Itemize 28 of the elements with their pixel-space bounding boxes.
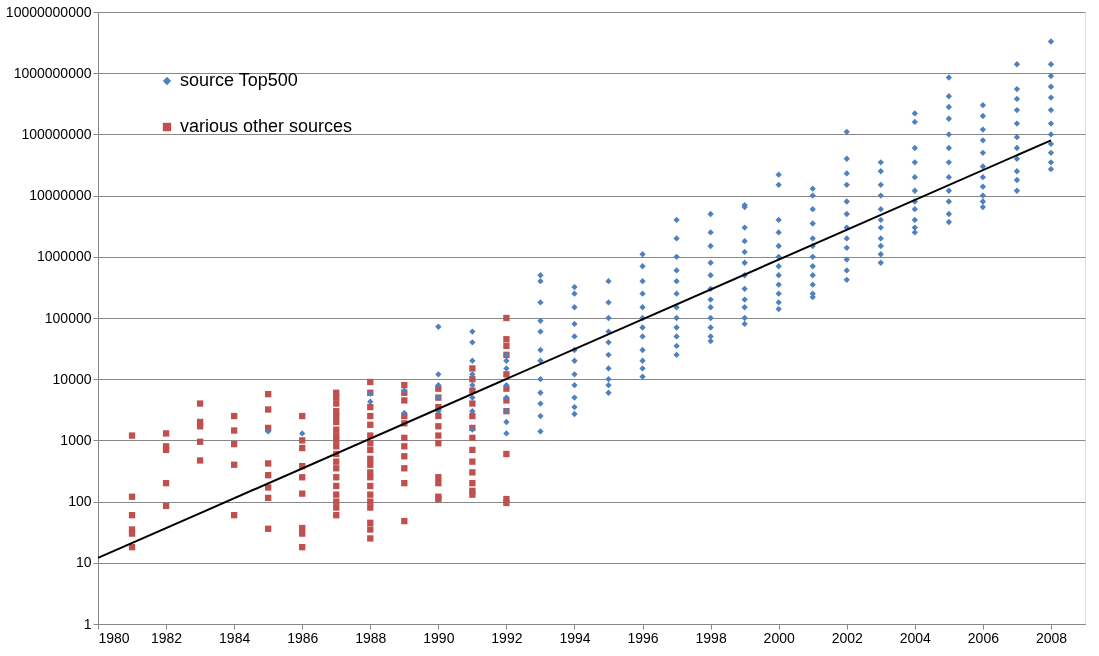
x-tick-label: 1990 [423, 629, 455, 646]
x-tick-label: 1988 [355, 629, 387, 646]
x-tick-label: 2004 [899, 629, 932, 646]
y-tick-label: 1000000 [36, 248, 92, 265]
x-tick-label: 1998 [695, 629, 727, 646]
y-tick-label: 100 [68, 493, 92, 510]
x-tick-label: 2006 [967, 629, 1000, 646]
x-tick-label: 1980 [98, 629, 130, 646]
y-tick-label: 1 [83, 615, 92, 632]
x-tick-label: 1996 [627, 629, 659, 646]
x-tick-label: 1984 [219, 629, 251, 646]
x-tick-label: 2000 [763, 629, 795, 646]
x-tick-label: 2002 [831, 629, 864, 646]
y-tick-label: 10000000000 [5, 3, 92, 20]
y-tick-label: 1000000000 [13, 64, 92, 81]
legend-label: various other sources [180, 116, 353, 136]
y-tick-label: 10000000 [29, 187, 92, 204]
x-tick-label: 1982 [150, 629, 183, 646]
y-tick-label: 1000 [60, 431, 92, 448]
x-tick-label: 1986 [287, 629, 319, 646]
y-tick-label: 10 [75, 554, 92, 571]
x-tick-label: 1992 [491, 629, 523, 646]
y-tick-label: 100000 [44, 309, 92, 326]
x-tick-label: 2008 [1035, 629, 1068, 646]
x-tick-label: 1994 [559, 629, 591, 646]
y-tick-label: 100000000 [21, 125, 92, 142]
y-tick-label: 10000 [52, 370, 92, 387]
legend-label: source Top500 [180, 70, 298, 90]
